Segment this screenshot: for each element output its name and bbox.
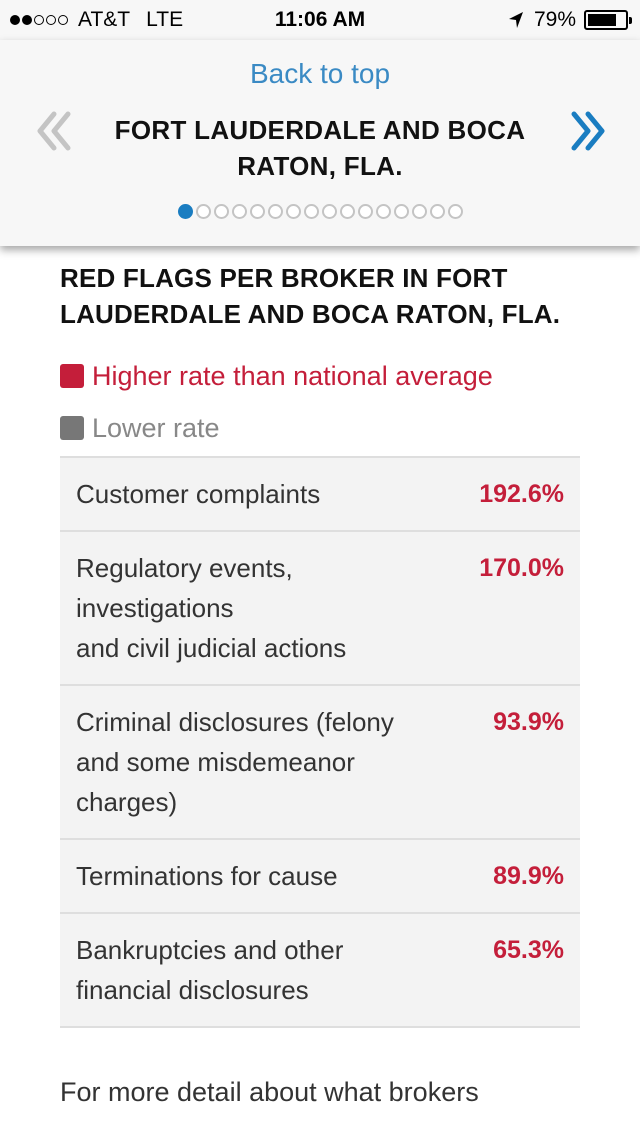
legend: Higher rate than national average Lower …: [60, 350, 580, 454]
status-right: 79%: [508, 8, 632, 32]
next-chevron-icon[interactable]: [562, 106, 612, 156]
location-arrow-icon: [508, 12, 523, 28]
legend-higher-label: Higher rate than national average: [92, 360, 493, 391]
signal-dot: [22, 15, 32, 25]
flag-value: 192.6%: [479, 480, 564, 508]
page-dot[interactable]: [285, 204, 301, 219]
location-title: FORT LAUDERDALE AND BOCA RATON, FLA.: [114, 115, 526, 181]
page-dot[interactable]: [321, 204, 337, 219]
table-row: Bankruptcies and other financial disclos…: [60, 914, 580, 1028]
signal-dot: [58, 15, 68, 25]
page-indicator[interactable]: [0, 204, 640, 219]
page-dot[interactable]: [429, 204, 445, 219]
signal-dot: [10, 15, 20, 25]
page-dot[interactable]: [195, 204, 211, 219]
previous-chevron-icon[interactable]: [30, 106, 80, 156]
page-dot[interactable]: [267, 204, 283, 219]
page-dot[interactable]: [303, 204, 319, 219]
network-type: LTE: [146, 8, 184, 31]
page-dot[interactable]: [375, 204, 391, 219]
back-to-top-link[interactable]: Back to top: [249, 58, 391, 89]
signal-dot: [46, 15, 56, 25]
red-flags-table: Customer complaints 192.6% Regulatory ev…: [60, 456, 580, 1028]
table-row: Customer complaints 192.6%: [60, 458, 580, 532]
legend-higher: Higher rate than national average: [60, 350, 580, 402]
status-time: 11:06 AM: [274, 8, 366, 31]
more-detail-text: For more detail about what brokers: [60, 1077, 479, 1107]
battery-icon: [584, 10, 632, 30]
table-row: Terminations for cause 89.9%: [60, 840, 580, 914]
status-bar: AT&T LTE 11:06 AM 79%: [0, 0, 640, 40]
flag-label: Regulatory events, investigations and ci…: [76, 553, 347, 663]
flag-value: 170.0%: [479, 554, 564, 582]
legend-lower: Lower rate: [60, 402, 580, 454]
flag-label: Criminal disclosures (felony and some mi…: [76, 707, 394, 817]
battery-percent: 79%: [533, 8, 576, 31]
flag-label: Bankruptcies and other financial disclos…: [76, 935, 344, 1005]
main-content: RED FLAGS PER BROKER IN FORT LAUDERDALE …: [60, 260, 580, 1112]
page-dot[interactable]: [447, 204, 463, 219]
flag-value: 93.9%: [493, 708, 564, 736]
signal-strength-icon: [10, 15, 70, 25]
page-dot[interactable]: [411, 204, 427, 219]
page-dot[interactable]: [231, 204, 247, 219]
battery-fill: [588, 14, 617, 26]
sticky-header: Back to top FORT LAUDERDALE AND BOCA RAT…: [0, 40, 640, 246]
flag-label: Customer complaints: [76, 479, 321, 509]
status-left: AT&T LTE: [10, 8, 183, 32]
carrier-name: AT&T: [78, 8, 131, 31]
page-dot[interactable]: [177, 204, 193, 219]
flag-value: 65.3%: [493, 936, 564, 964]
flag-value: 89.9%: [493, 862, 564, 890]
legend-lower-swatch: [60, 416, 84, 440]
flag-label: Terminations for cause: [76, 861, 338, 891]
legend-lower-label: Lower rate: [92, 412, 220, 443]
page-dot[interactable]: [339, 204, 355, 219]
signal-dot: [34, 15, 44, 25]
section-title: RED FLAGS PER BROKER IN FORT LAUDERDALE …: [60, 263, 561, 329]
page-dot[interactable]: [213, 204, 229, 219]
page-dot[interactable]: [357, 204, 373, 219]
table-row: Criminal disclosures (felony and some mi…: [60, 686, 580, 840]
page-dot[interactable]: [249, 204, 265, 219]
page-dot[interactable]: [393, 204, 409, 219]
legend-higher-swatch: [60, 364, 84, 388]
table-row: Regulatory events, investigations and ci…: [60, 532, 580, 686]
